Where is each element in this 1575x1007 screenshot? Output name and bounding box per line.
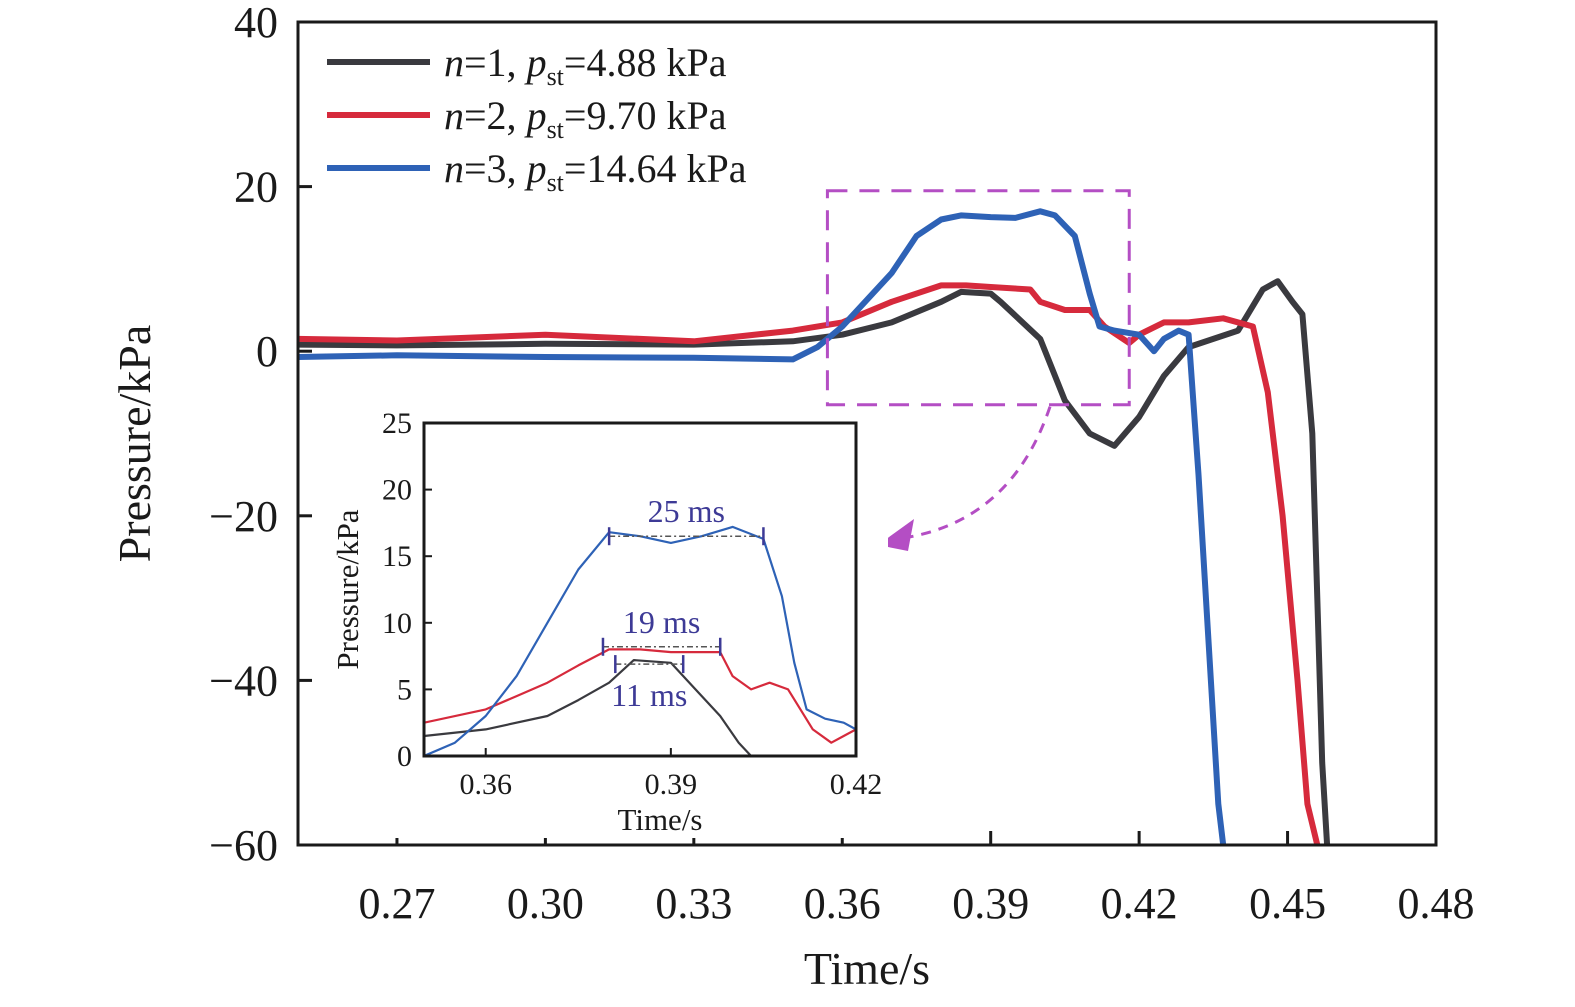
legend-value: =14.64 kPa [564,146,747,191]
legend-var-p: p [524,93,547,138]
series-line-2 [298,282,1321,845]
x-axis-label: Time/s [804,943,930,994]
legend-var-p: p [524,146,547,191]
inset-y-tick-label: 15 [382,540,412,573]
inset-y-tick-label: 10 [382,607,412,640]
y-tick-label: 40 [234,0,278,47]
legend-text-part: =3, [464,146,527,191]
legend-label-1: n=1, pst=4.88 kPa [444,40,727,91]
x-tick-label: 0.42 [1101,879,1178,928]
duration-label-2: 19 ms [623,604,700,640]
legend-text-part: =2, [464,93,527,138]
legend-value: =4.88 kPa [564,40,727,85]
inset-x-tick-label: 0.39 [645,768,698,801]
inset-background [318,408,888,838]
y-tick-label: −40 [209,656,278,705]
x-tick-label: 0.39 [952,879,1029,928]
legend-var-p: p [524,40,547,85]
legend-subscript: st [547,62,565,91]
inset-series-line-1 [424,659,752,756]
x-tick-label: 0.36 [804,879,881,928]
main-plot-frame [296,20,1438,847]
legend-value: =9.70 kPa [564,93,727,138]
inset-y-tick-label: 20 [382,474,412,507]
inset-frame [422,421,858,758]
series-line-1 [298,278,1331,845]
y-tick-label: 0 [256,327,278,376]
legend-subscript: st [547,168,565,197]
legend-var-n: n [444,146,464,191]
legend-var-n: n [444,40,464,85]
y-tick-label: 20 [234,163,278,212]
duration-label-3: 25 ms [648,493,725,529]
series-line-3 [298,208,1227,845]
inset-chart: 0.36 0.39 0.42 25 20 15 10 5 0 Time/s Pressure/kPa… [318,407,888,838]
inset-series-line-3 [424,525,856,756]
x-tick-label: 0.45 [1249,879,1326,928]
y-tick-label: −20 [209,492,278,541]
legend-label-2: n=2, pst=9.70 kPa [444,93,727,144]
legend-label-3: n=3, pst=14.64 kPa [444,146,747,197]
x-tick-label: 0.27 [358,879,435,928]
main-ticks-group: 0.27 0.30 0.33 0.36 0.39 0.42 0.45 0.48 40 20 0 −20… [209,0,1474,928]
legend-subscript: st [547,115,565,144]
inset-x-axis-label: Time/s [617,802,702,837]
inset-x-tick-label: 0.36 [459,768,512,801]
x-tick-label: 0.30 [507,879,584,928]
inset-y-axis-label: Pressure/kPa [330,509,365,669]
duration-label-1: 11 ms [611,677,687,713]
y-tick-label: −60 [209,821,278,870]
inset-y-tick-label: 25 [382,407,412,440]
y-axis-label: Pressure/kPa [109,325,160,563]
callout-arrow [895,406,1052,541]
legend-text-part: =1, [464,40,527,85]
x-tick-label: 0.48 [1398,879,1475,928]
inset-y-tick-label: 0 [397,740,412,773]
legend-var-n: n [444,93,464,138]
x-tick-label: 0.33 [655,879,732,928]
main-series-group [298,208,1331,845]
inset-x-tick-label: 0.42 [830,768,883,801]
inset-y-tick-label: 5 [397,673,412,706]
